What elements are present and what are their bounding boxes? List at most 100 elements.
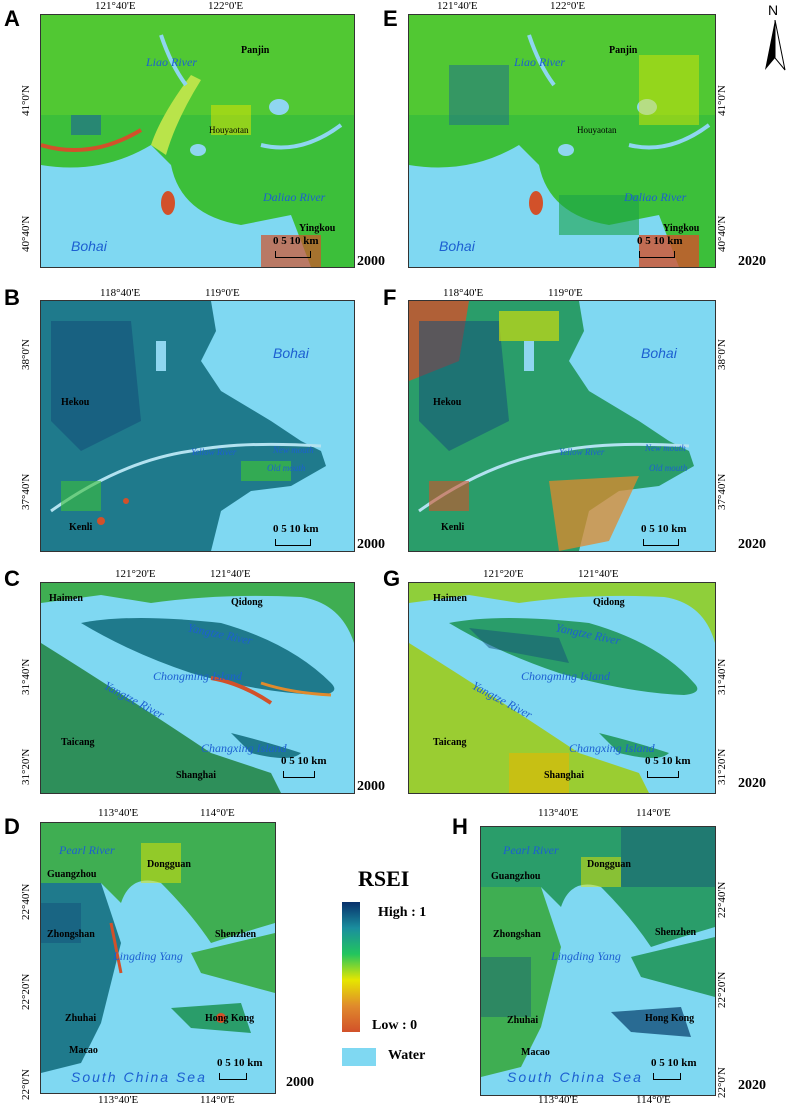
xtick: 122°0'E xyxy=(550,0,586,12)
ytick: 31°40'N xyxy=(20,658,32,695)
scale-label: 0 5 10 km xyxy=(273,235,319,247)
sea-label: South China Sea xyxy=(71,1069,207,1085)
north-arrow: N xyxy=(762,2,788,72)
place-label: Zhongshan xyxy=(47,929,95,940)
xtick: 121°20'E xyxy=(483,568,524,580)
xtick: 119°0'E xyxy=(548,287,583,299)
year-label: 2020 xyxy=(738,537,766,552)
place-label: Guangzhou xyxy=(47,869,97,880)
rsei-map-d xyxy=(41,823,275,1093)
xtick: 121°40'E xyxy=(578,568,619,580)
ytick: 22°40'N xyxy=(716,881,728,918)
panel-label-d: D xyxy=(4,814,20,839)
place-label: Qidong xyxy=(593,597,625,608)
xtick: 122°0'E xyxy=(208,0,244,12)
rsei-map-b xyxy=(41,301,354,551)
place-label: Yingkou xyxy=(663,223,700,234)
river-label: Liao River xyxy=(514,55,565,69)
sea-label: South China Sea xyxy=(507,1069,643,1085)
place-label: Macao xyxy=(69,1045,98,1056)
map-panel-h: Pearl River Dongguan Guangzhou Zhongshan… xyxy=(480,826,716,1096)
river-label: New mouth xyxy=(273,445,314,455)
river-label: Pearl River xyxy=(503,843,559,857)
xtick: 114°0'E xyxy=(200,1094,235,1106)
place-label: Hong Kong xyxy=(645,1013,695,1024)
panel-label-e: E xyxy=(383,6,398,31)
river-label: Chongming Island xyxy=(153,669,243,683)
panel-label-a: A xyxy=(4,6,20,31)
scale-bar xyxy=(653,1073,681,1080)
scale-label: 0 5 10 km xyxy=(637,235,683,247)
ytick: 22°0'N xyxy=(20,1069,32,1100)
north-arrow-icon xyxy=(765,20,786,71)
ytick: 22°0'N xyxy=(716,1067,728,1098)
place-label: Guangzhou xyxy=(491,871,541,882)
ytick: 38°0'N xyxy=(20,339,32,370)
xtick: 113°40'E xyxy=(98,807,139,819)
ytick: 40°40'N xyxy=(716,215,728,252)
ytick: 41°0'N xyxy=(716,85,728,116)
ytick: 37°40'N xyxy=(20,473,32,510)
year-label: 2000 xyxy=(357,779,385,794)
place-label: Qidong xyxy=(231,597,263,608)
rsei-color-ramp xyxy=(342,902,360,1032)
river-label: Yellow River xyxy=(559,447,605,457)
year-label: 2000 xyxy=(357,254,385,269)
water-swatch xyxy=(342,1048,376,1066)
place-label: Hekou xyxy=(61,397,90,408)
river-label: New mouth xyxy=(645,443,686,453)
rsei-map-f xyxy=(409,301,715,551)
year-label: 2020 xyxy=(738,776,766,791)
ytick: 22°40'N xyxy=(20,883,32,920)
map-panel-g: Haimen Qidong Yangtze River Chongming Is… xyxy=(408,582,716,794)
ytick: 31°20'N xyxy=(20,748,32,785)
map-panel-e: Liao River Panjin Houyaotan Daliao River… xyxy=(408,14,716,268)
scale-label: 0 5 10 km xyxy=(651,1057,697,1069)
panel-label-f: F xyxy=(383,285,397,310)
river-label: Chongming Island xyxy=(521,669,611,683)
legend-high: High : 1 xyxy=(378,905,427,920)
xtick: 113°40'E xyxy=(538,1094,579,1106)
xtick: 119°0'E xyxy=(205,287,240,299)
scale-label: 0 5 10 km xyxy=(281,755,327,767)
river-label: Yellow River xyxy=(191,447,237,457)
map-panel-f: Bohai Hekou Yellow River New mouth Old m… xyxy=(408,300,716,552)
place-label: Taicang xyxy=(61,737,95,748)
place-label: Dongguan xyxy=(147,859,191,870)
scale-bar xyxy=(643,539,679,546)
place-label: Shenzhen xyxy=(655,927,697,938)
scale-label: 0 5 10 km xyxy=(641,523,687,535)
scale-label: 0 5 10 km xyxy=(217,1057,263,1069)
river-label: Changxing Island xyxy=(201,741,287,755)
place-label: Kenli xyxy=(441,522,465,533)
rsei-map-h xyxy=(481,827,715,1095)
panel-label-c: C xyxy=(4,566,20,591)
year-label: 2020 xyxy=(738,254,766,269)
ytick: 22°20'N xyxy=(20,973,32,1010)
place-label: Dongguan xyxy=(587,859,631,870)
place-label: Shenzhen xyxy=(215,929,257,940)
xtick: 121°40'E xyxy=(437,0,478,12)
ytick: 40°40'N xyxy=(20,215,32,252)
river-label: Pearl River xyxy=(59,843,115,857)
place-label: Haimen xyxy=(49,593,83,604)
xtick: 118°40'E xyxy=(443,287,484,299)
map-panel-d: Pearl River Dongguan Guangzhou Zhongshan… xyxy=(40,822,276,1094)
sea-label: Bohai xyxy=(273,345,309,361)
legend-low: Low : 0 xyxy=(372,1018,418,1033)
xtick: 121°40'E xyxy=(95,0,136,12)
scale-bar xyxy=(283,771,315,778)
place-label: Shanghai xyxy=(544,770,585,781)
scale-label: 0 5 10 km xyxy=(273,523,319,535)
place-label: Hong Kong xyxy=(205,1013,255,1024)
rsei-map-e xyxy=(409,15,715,267)
scale-bar xyxy=(639,251,675,258)
year-label: 2000 xyxy=(286,1075,314,1090)
river-label: Old mouth xyxy=(267,463,306,473)
ytick: 37°40'N xyxy=(716,473,728,510)
xtick: 121°20'E xyxy=(115,568,156,580)
river-label: Lingding Yang xyxy=(551,949,621,963)
river-label: Changxing Island xyxy=(569,741,655,755)
scale-label: 0 5 10 km xyxy=(645,755,691,767)
sea-label: Bohai xyxy=(439,238,475,254)
